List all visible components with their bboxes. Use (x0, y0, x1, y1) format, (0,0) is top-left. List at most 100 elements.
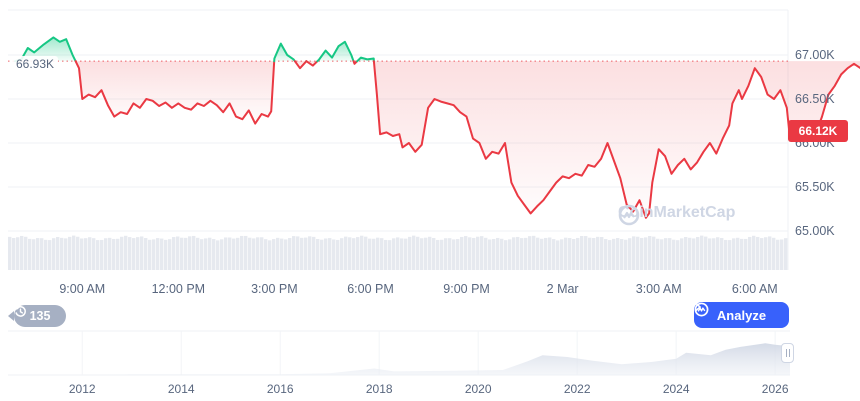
volume-bar (376, 237, 380, 270)
volume-bar (120, 236, 124, 270)
volume-bar (172, 237, 176, 270)
volume-bar (508, 239, 512, 270)
volume-bar (108, 237, 112, 270)
overview-year-label: 2012 (69, 382, 96, 396)
volume-bar (644, 237, 648, 270)
coinmarketcap-logo-icon (618, 204, 640, 226)
volume-bar (52, 238, 56, 270)
watermark: CoinMarketCap (618, 204, 736, 226)
volume-bar (548, 237, 552, 270)
area-below-reference (75, 61, 275, 124)
volume-bar (496, 237, 500, 270)
coinmarketcap-logo-icon (694, 302, 709, 317)
volume-bar (404, 238, 408, 270)
volume-bar (356, 237, 360, 270)
volume-bar (80, 238, 84, 270)
volume-bar (8, 236, 12, 270)
x-tick-label: 9:00 AM (59, 282, 105, 296)
volume-bar (136, 237, 140, 270)
volume-bar (92, 238, 96, 270)
volume-bar (564, 237, 568, 270)
volume-bar (688, 237, 692, 270)
volume-bar (572, 238, 576, 270)
volume-bar (100, 239, 104, 270)
volume-bar (676, 240, 680, 270)
analyze-button[interactable]: Analyze (694, 302, 789, 328)
volume-bar (332, 239, 336, 270)
volume-bar (768, 236, 772, 270)
volume-bar (148, 239, 152, 270)
volume-bar (152, 239, 156, 270)
volume-bar (528, 236, 532, 270)
price-line-down (352, 60, 359, 65)
volume-bar (368, 238, 372, 270)
volume-bar (328, 238, 332, 270)
volume-bar (784, 238, 788, 270)
y-tick-label: 67.00K (795, 48, 835, 62)
volume-bar (196, 237, 200, 270)
volume-bar (468, 237, 472, 270)
volume-bar (300, 237, 304, 270)
range-brush-handle[interactable] (781, 343, 794, 363)
volume-bar (256, 237, 260, 270)
volume-bar (216, 240, 220, 270)
volume-bar (116, 238, 120, 270)
volume-bar (40, 238, 44, 270)
volume-bar (488, 239, 492, 270)
volume-bar (232, 238, 236, 270)
volume-bar (600, 236, 604, 270)
volume-bar (96, 240, 100, 270)
volume-bar (24, 236, 28, 270)
volume-bar (48, 240, 52, 270)
volume-bar (448, 238, 452, 270)
volume-bar (652, 236, 656, 270)
volume-bar (664, 238, 668, 270)
volume-bar (520, 238, 524, 270)
volume-bar (308, 236, 312, 270)
volume-bar (512, 237, 516, 270)
volume-bar (464, 236, 468, 270)
volume-bar (728, 240, 732, 270)
volume-bar (544, 237, 548, 270)
price-line-up (316, 40, 355, 63)
watermark-text: CoinMarketCap (618, 204, 736, 221)
volume-bar (428, 236, 432, 270)
volume-bar (472, 237, 476, 270)
volume-bar (304, 237, 308, 270)
volume-bar (396, 237, 400, 270)
volume-bar (524, 237, 528, 270)
volume-bar (292, 236, 296, 270)
volume-bar (76, 236, 80, 270)
volume-bar (340, 238, 344, 270)
current-price-badge: 66.12K (788, 120, 848, 142)
history-count-chip[interactable]: 135 (8, 305, 66, 327)
volume-bar (432, 238, 436, 270)
volume-bar (336, 239, 340, 270)
volume-bar (32, 239, 36, 270)
volume-bar (124, 235, 128, 270)
overview-year-label: 2016 (267, 382, 294, 396)
volume-bar (736, 237, 740, 270)
x-tick-label: 3:00 AM (636, 282, 682, 296)
volume-bar (668, 238, 672, 270)
volume-bar (532, 235, 536, 270)
volume-bar (596, 236, 600, 270)
area-below-reference (373, 61, 860, 218)
volume-bar (240, 235, 244, 270)
volume-bar (268, 240, 272, 270)
volume-bar (260, 237, 264, 270)
volume-bar (284, 239, 288, 270)
volume-bar (168, 239, 172, 270)
overview-area (8, 343, 790, 375)
volume-bar (348, 237, 352, 270)
x-tick-label: 6:00 AM (732, 282, 778, 296)
volume-bar (560, 239, 564, 270)
volume-bar (436, 239, 440, 270)
volume-bar (628, 238, 632, 270)
volume-bar (392, 238, 396, 270)
volume-bar (424, 237, 428, 270)
volume-bar (632, 236, 636, 270)
volume-bar (772, 237, 776, 270)
volume-bar (480, 236, 484, 270)
